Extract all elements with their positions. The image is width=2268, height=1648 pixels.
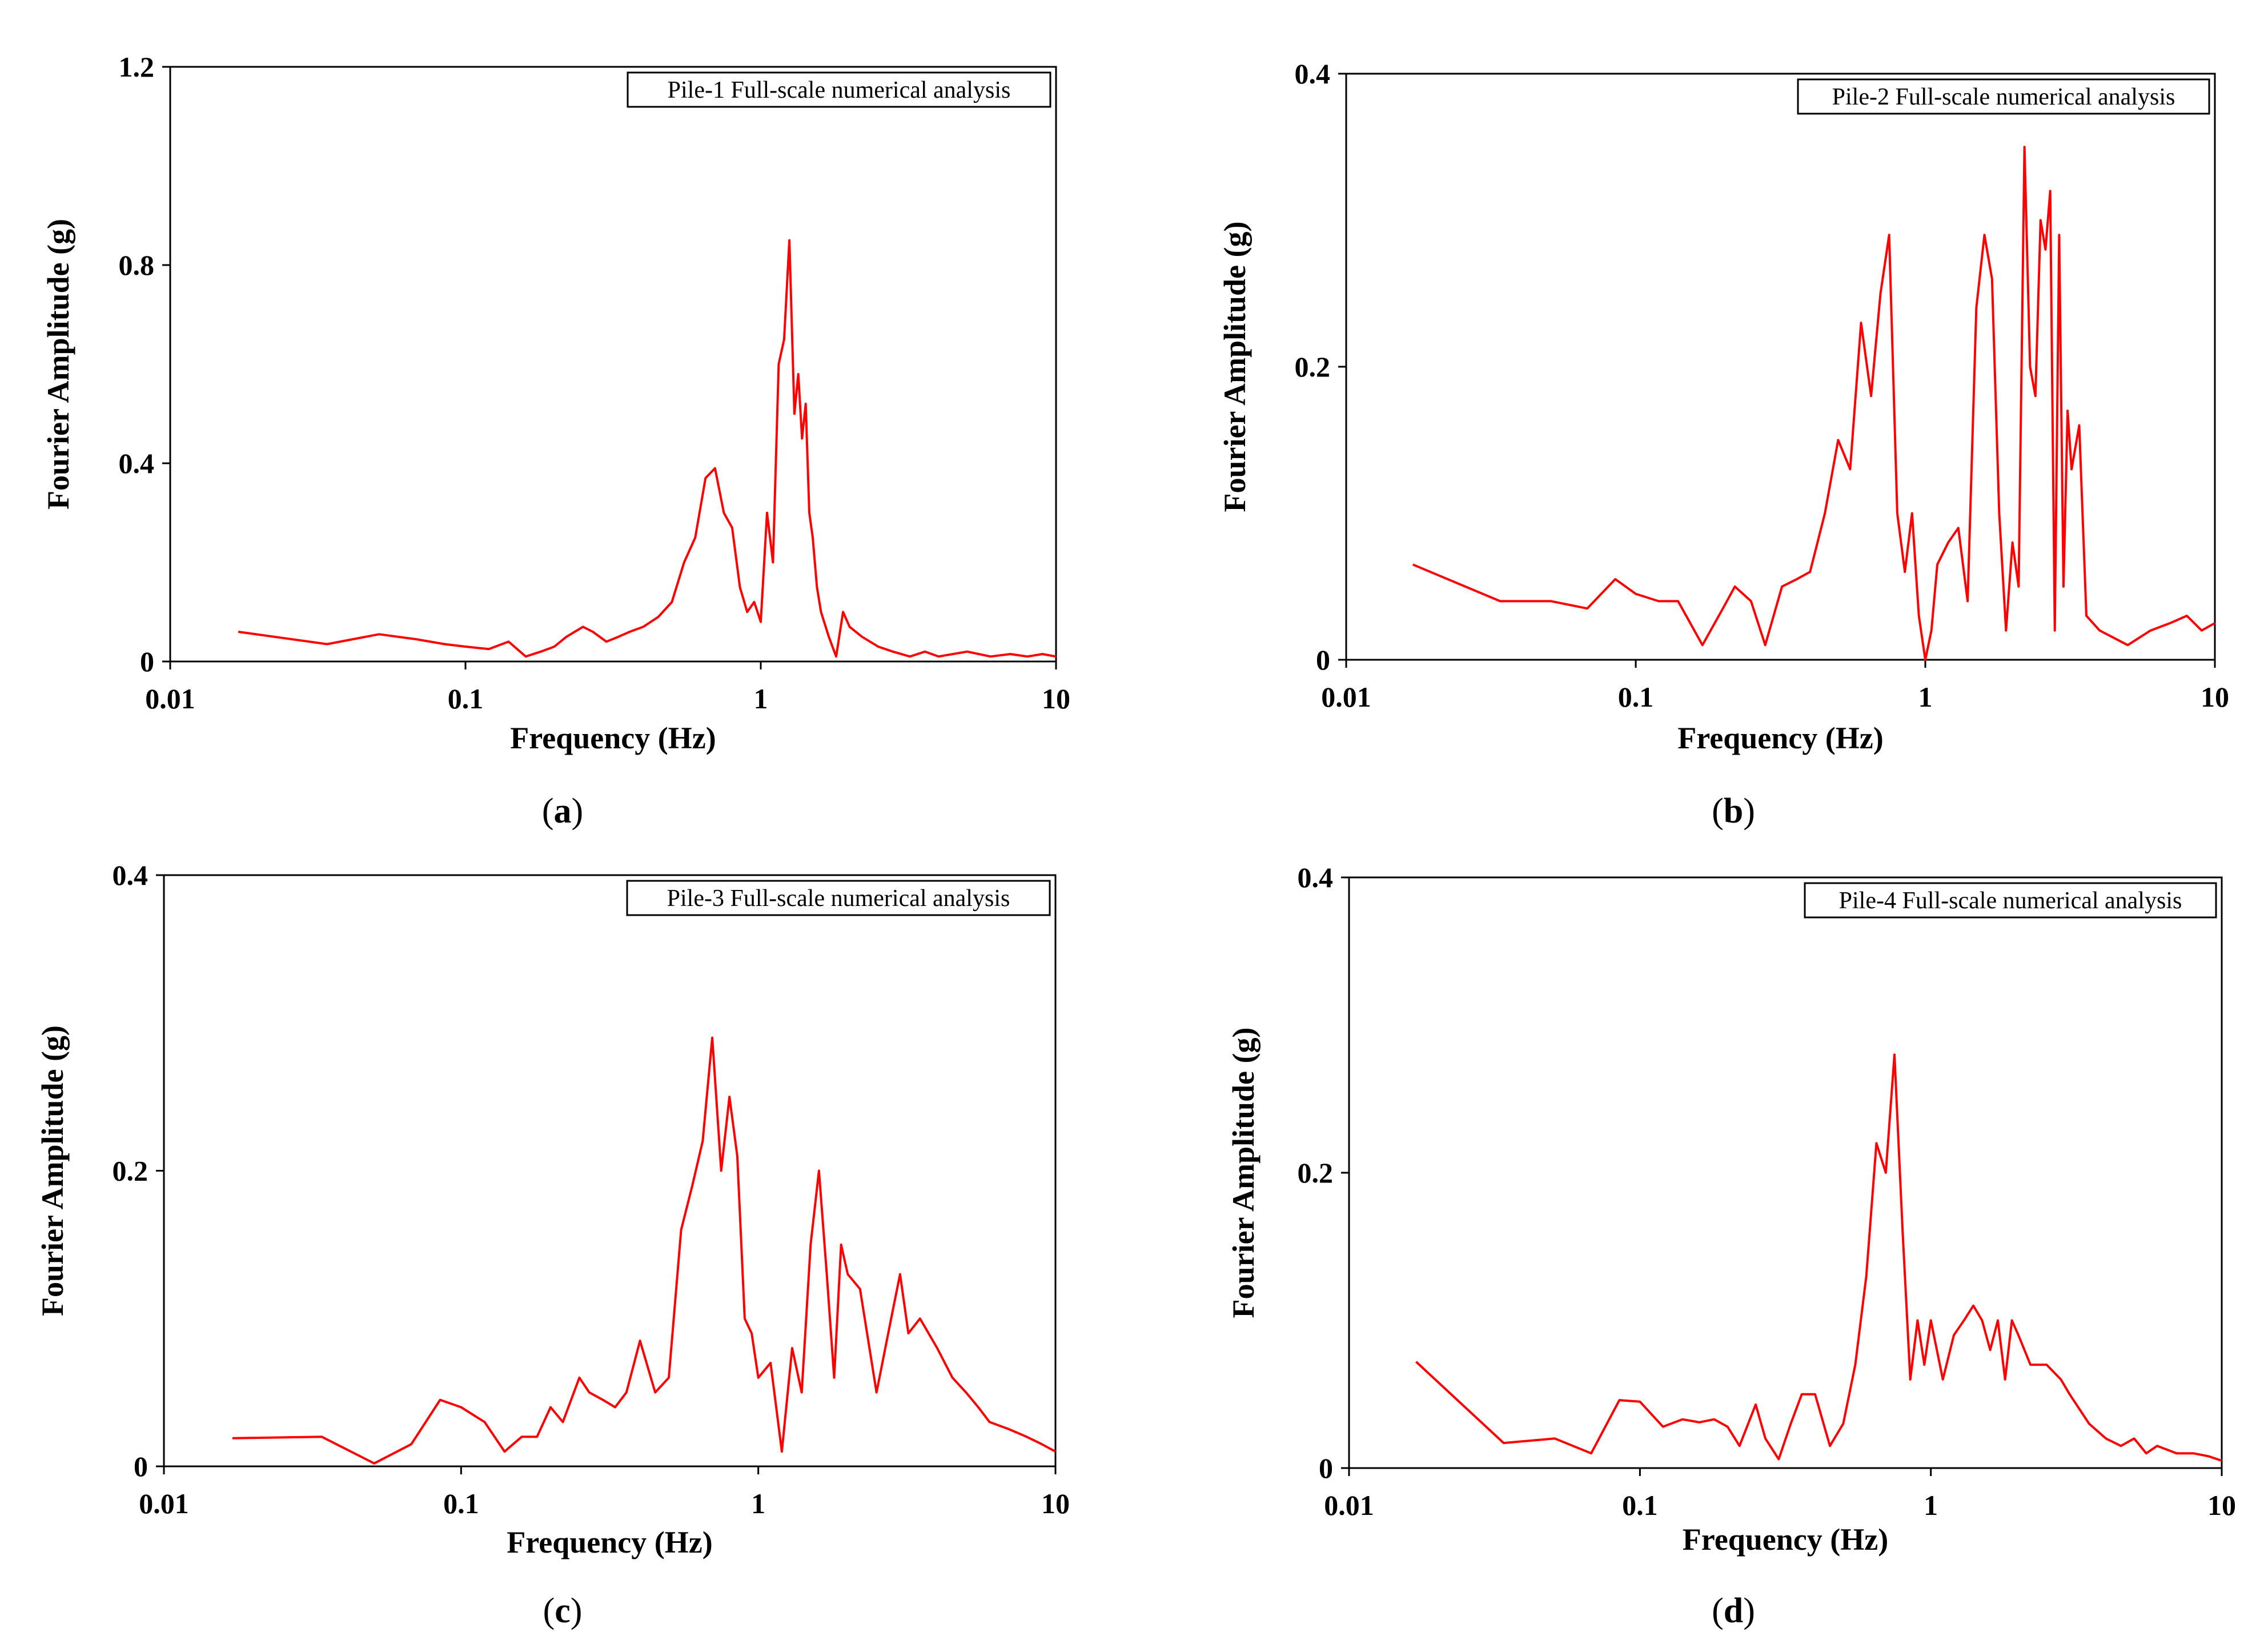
y-tick-label: 0.4	[113, 859, 148, 891]
legend-text: Pile-3 Full-scale numerical analysis	[667, 885, 1010, 912]
y-tick-label: 0.4	[119, 447, 155, 479]
x-tick-label: 0.01	[1324, 1489, 1374, 1521]
y-tick-label: 0	[1319, 1452, 1333, 1484]
data-series-line	[238, 239, 1057, 658]
y-axis-title: Fourier Amplitude (g)	[1218, 222, 1252, 512]
panel-label: (d)	[1712, 1591, 1755, 1630]
data-series-line	[1415, 1053, 2222, 1462]
data-series-line	[1412, 146, 2215, 661]
y-axis-title: Fourier Amplitude (g)	[35, 1025, 70, 1316]
legend-box	[626, 880, 1051, 916]
x-tick-label: 0.1	[443, 1487, 479, 1519]
x-tick-label: 10	[2201, 681, 2229, 713]
x-tick-label: 10	[1041, 1487, 1070, 1519]
x-axis-title: Frequency (Hz)	[510, 721, 716, 755]
x-tick-label: 1	[754, 683, 768, 715]
x-tick-label: 0.01	[1321, 681, 1371, 713]
x-axis-title: Frequency (Hz)	[1677, 721, 1883, 755]
legend-text: Pile-2 Full-scale numerical analysis	[1832, 84, 2175, 110]
panel-label: (b)	[1712, 792, 1755, 831]
panel-label: (c)	[543, 1591, 583, 1630]
legend-box	[1797, 78, 2210, 115]
x-tick-label: 1	[1918, 681, 1933, 713]
legend-text: Pile-4 Full-scale numerical analysis	[1839, 888, 2182, 914]
x-tick-label: 1	[1924, 1489, 1938, 1521]
y-tick-label: 0.2	[1295, 351, 1331, 383]
y-tick-label: 0.4	[1298, 861, 1334, 893]
chart-panel-b: 0 0.2 0.4 0.01 0.1 1 10 Frequency (Hz) Fourier A…	[1218, 58, 2229, 831]
y-tick-label: 0	[1316, 644, 1330, 676]
x-tick-label: 0.1	[448, 683, 484, 715]
y-axis-title: Fourier Amplitude (g)	[1226, 1028, 1261, 1318]
x-tick-label: 10	[1042, 683, 1070, 715]
y-tick-label: 0.8	[119, 249, 155, 281]
legend-text: Pile-1 Full-scale numerical analysis	[668, 77, 1011, 103]
data-series-line	[232, 1036, 1056, 1465]
chart-panel-d: 0 0.2 0.4 0.01 0.1 1 10 Frequency (Hz) Fourier A…	[1226, 861, 2236, 1630]
x-tick-label: 0.01	[145, 683, 195, 715]
y-tick-label: 0	[140, 645, 154, 677]
y-tick-label: 0.4	[1295, 58, 1331, 90]
y-tick-label: 0.2	[113, 1155, 148, 1187]
x-tick-label: 0.1	[1618, 681, 1654, 713]
panel-label: (a)	[542, 792, 583, 831]
x-tick-label: 1	[751, 1487, 765, 1519]
legend-box	[627, 71, 1051, 108]
plot-frame	[163, 874, 1057, 1467]
plot-frame	[169, 66, 1057, 663]
plot-frame	[1348, 876, 2223, 1469]
y-tick-label: 1.2	[119, 51, 155, 83]
x-tick-label: 10	[2207, 1489, 2236, 1521]
y-tick-label: 0.2	[1298, 1157, 1334, 1189]
x-tick-label: 0.1	[1622, 1489, 1658, 1521]
x-axis-title: Frequency (Hz)	[1683, 1522, 1888, 1557]
y-axis-title: Fourier Amplitude (g)	[41, 219, 75, 510]
chart-panel-a: 0 0.4 0.8 1.2 0.01 0.1 1 10 Frequency (Hz) Fourie…	[41, 51, 1070, 831]
y-tick-label: 0	[134, 1450, 148, 1482]
x-tick-label: 0.01	[139, 1487, 189, 1519]
x-axis-title: Frequency (Hz)	[507, 1525, 712, 1559]
legend-box	[1804, 882, 2217, 919]
chart-panel-c: 0 0.2 0.4 0.01 0.1 1 10 Frequency (Hz) Fourier A…	[35, 859, 1070, 1630]
